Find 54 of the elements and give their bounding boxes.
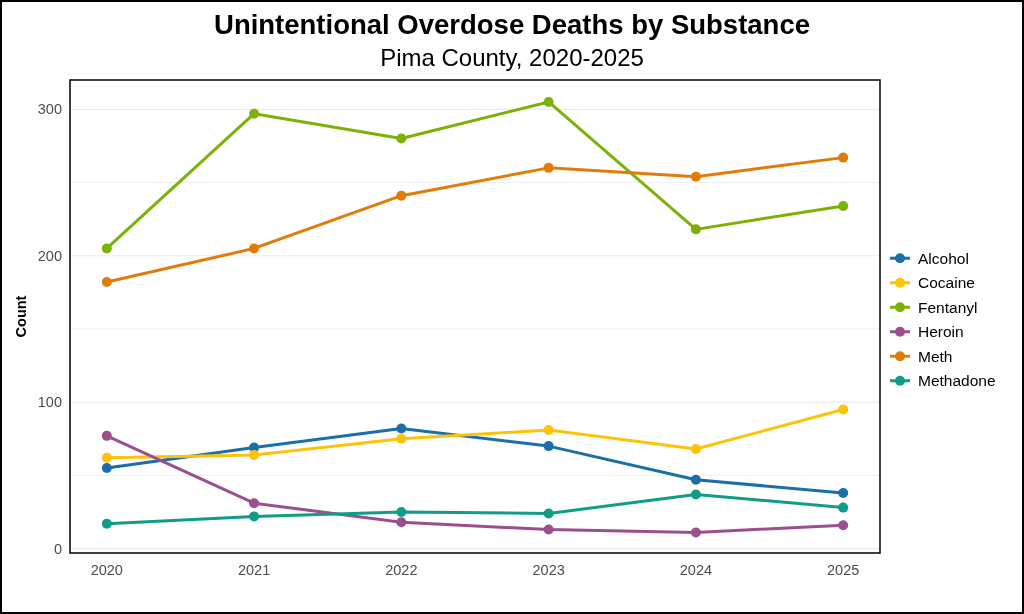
x-tick-label: 2021 (237, 562, 271, 578)
point (396, 423, 407, 434)
point (838, 502, 849, 513)
legend-label: Fentanyl (918, 298, 978, 316)
y-tick-label: 300 (37, 101, 62, 118)
point (396, 190, 407, 201)
point (543, 508, 554, 519)
point (690, 489, 701, 500)
point (543, 424, 554, 435)
point (101, 430, 112, 441)
point (101, 243, 112, 254)
x-tick-label: 2022 (385, 562, 418, 578)
x-tick-label: 2025 (827, 562, 860, 578)
point (838, 487, 849, 498)
point (690, 224, 701, 235)
point (690, 171, 701, 182)
y-axis-title: Count (13, 295, 29, 338)
point (838, 200, 849, 211)
point (543, 96, 554, 107)
point (838, 152, 849, 163)
chart-subtitle: Pima County, 2020-2025 (380, 44, 644, 71)
x-tick-label: 2024 (679, 562, 713, 578)
legend-label: Alcohol (918, 249, 969, 267)
point (249, 511, 260, 522)
point (543, 524, 554, 535)
point (101, 452, 112, 463)
point (101, 277, 112, 288)
y-tick-label: 0 (53, 540, 62, 557)
point (249, 243, 260, 254)
legend-label: Cocaine (918, 274, 975, 292)
point (690, 444, 701, 455)
point (249, 449, 260, 460)
point (838, 404, 849, 415)
point (396, 517, 407, 528)
point (249, 108, 260, 119)
point (690, 527, 701, 538)
x-tick-label: 2023 (532, 562, 565, 578)
point (101, 463, 112, 474)
point (101, 518, 112, 529)
point (543, 441, 554, 452)
point (396, 507, 407, 517)
legend-label: Meth (918, 347, 953, 365)
y-tick-label: 200 (37, 247, 62, 264)
point (396, 433, 407, 444)
point (249, 498, 260, 509)
chart-title: Unintentional Overdose Deaths by Substance (214, 9, 810, 40)
point (543, 162, 554, 173)
legend-label: Heroin (918, 323, 964, 341)
x-tick-label: 2020 (90, 562, 123, 578)
point (396, 133, 407, 144)
y-tick-label: 100 (37, 394, 62, 411)
point (838, 520, 849, 531)
legend-label: Methadone (918, 372, 996, 390)
point (690, 474, 701, 485)
